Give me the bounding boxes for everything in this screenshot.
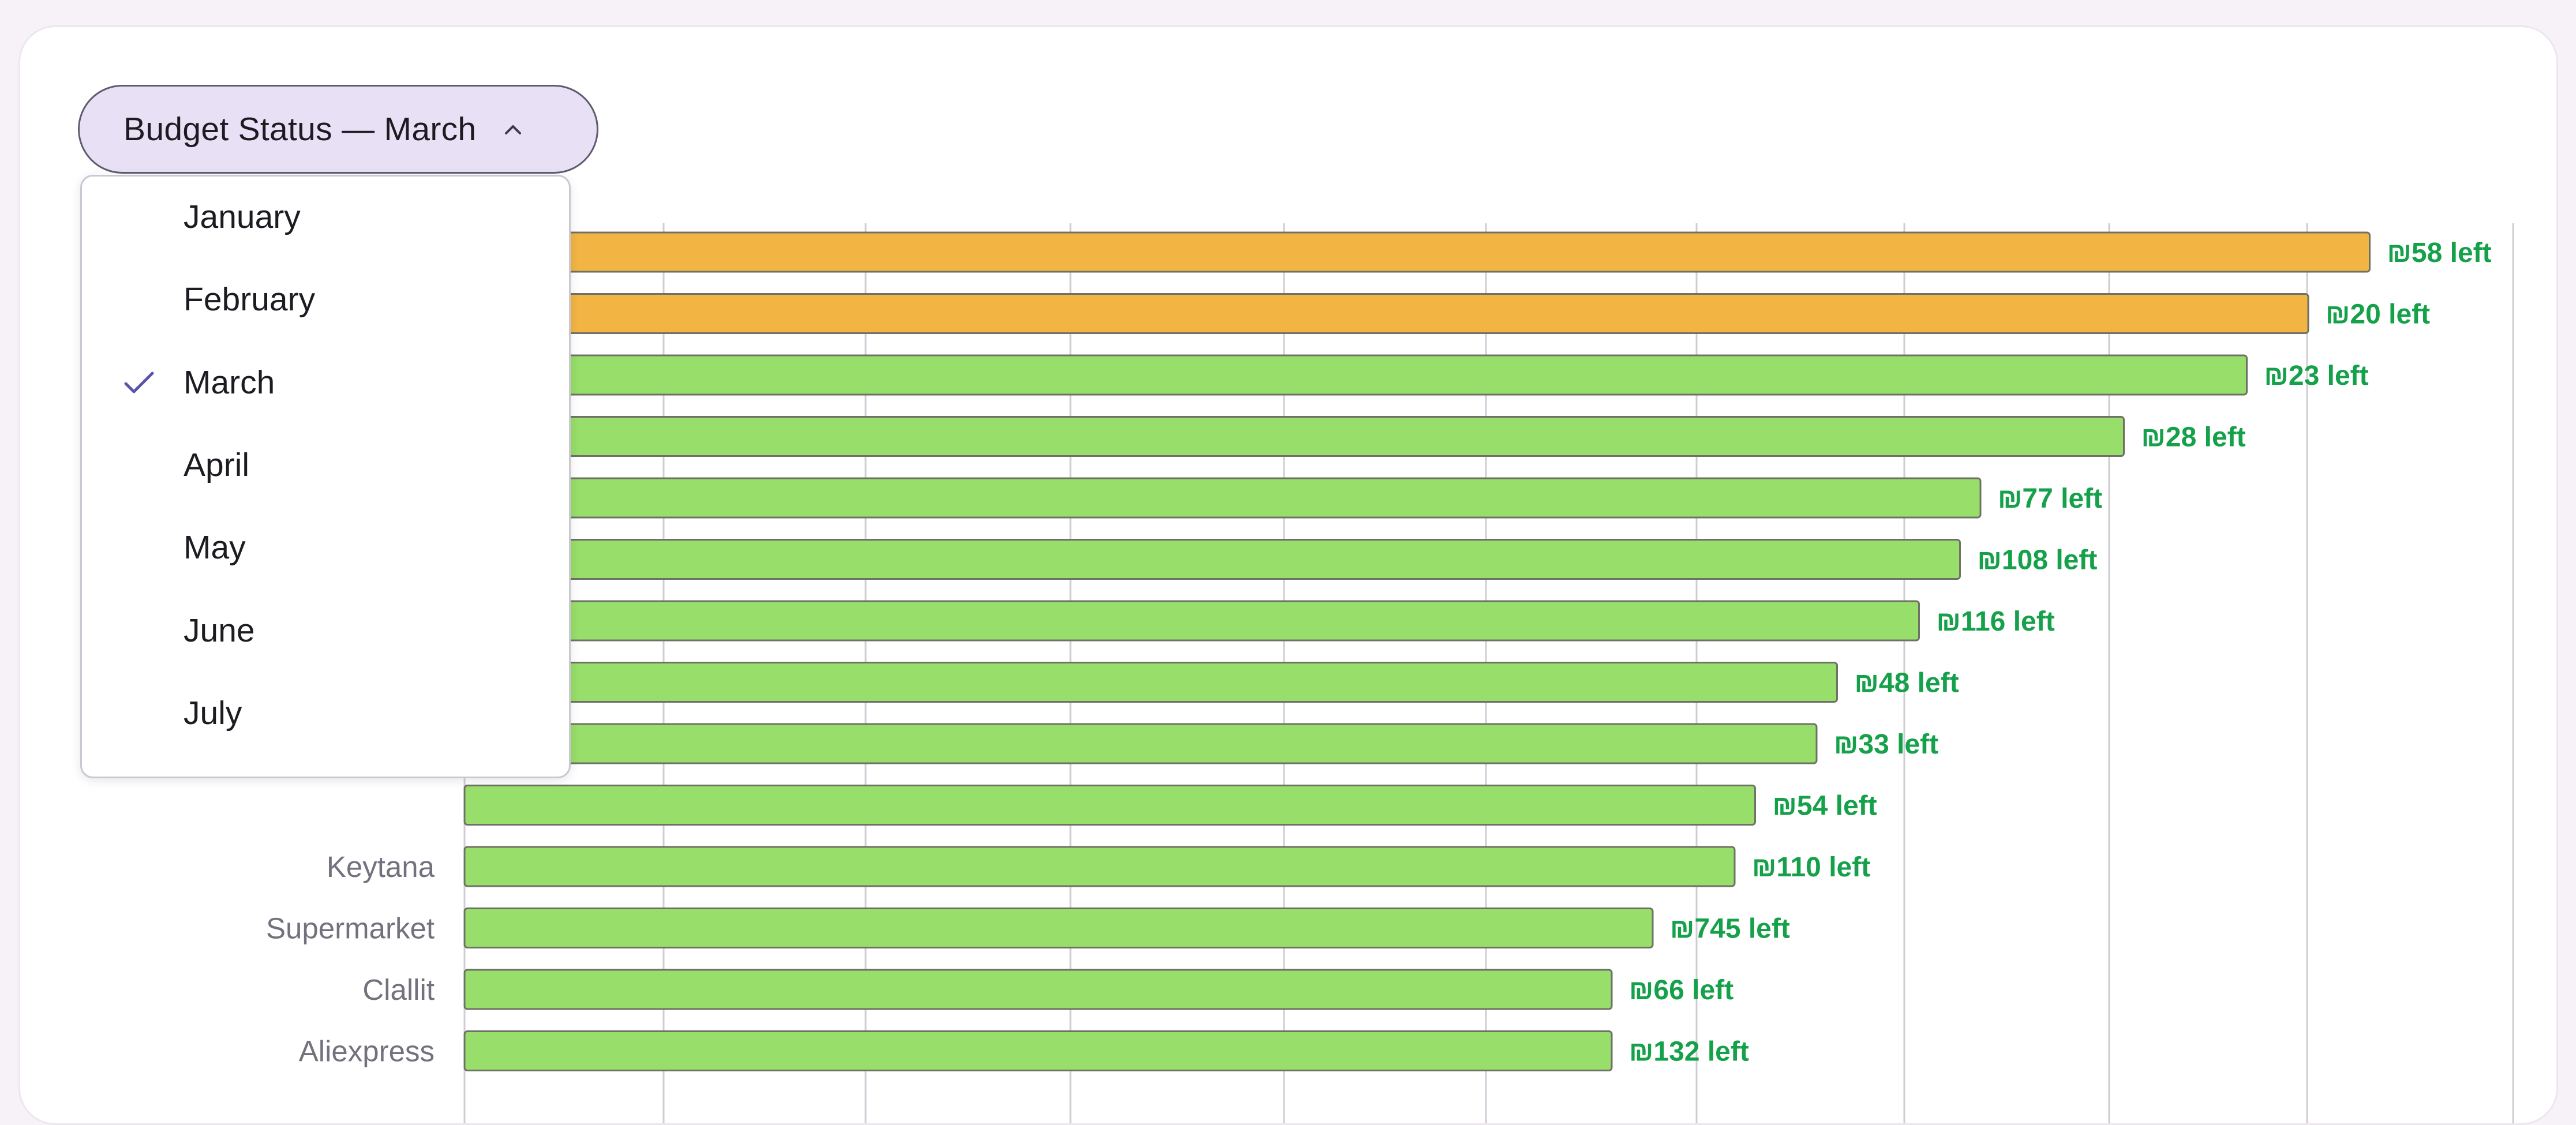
budget-bar[interactable]: [463, 416, 2125, 457]
checkmark-icon: [124, 372, 154, 393]
budget-bar[interactable]: [463, 785, 1756, 826]
month-option-march[interactable]: March: [82, 342, 569, 423]
month-dropdown-menu: January February March April May June July: [80, 175, 571, 778]
remaining-label: ₪132 left: [1629, 1037, 1749, 1067]
category-label: Keytana: [327, 850, 435, 883]
month-dropdown-label: Budget Status — March: [123, 111, 477, 148]
month-option-may[interactable]: May: [82, 507, 569, 588]
remaining-label: ₪108 left: [1978, 545, 2098, 576]
budget-bar[interactable]: [463, 969, 1613, 1010]
budget-bar[interactable]: [463, 293, 2309, 334]
category-label: Clallit: [362, 973, 435, 1006]
chart-bars: [463, 231, 2371, 1071]
category-label: Supermarket: [266, 912, 435, 945]
remaining-label: ₪54 left: [1773, 791, 1877, 822]
budget-bar[interactable]: [463, 1030, 1613, 1071]
month-option-label: June: [184, 612, 255, 649]
month-option-label: January: [184, 198, 301, 235]
remaining-label: ₪66 left: [1629, 975, 1733, 1006]
category-label: Aliexpress: [299, 1035, 435, 1068]
budget-bar[interactable]: [463, 846, 1736, 887]
month-option-label: April: [184, 446, 250, 483]
remaining-label: ₪116 left: [1937, 606, 2055, 637]
month-option-april[interactable]: April: [82, 425, 569, 505]
remaining-label: ₪23 left: [2264, 361, 2369, 391]
month-option-label: July: [184, 694, 242, 732]
budget-bar-chart: ₪58 left ₪20 left ₪23 left ₪28 left ₪77 left…: [266, 223, 2514, 1123]
chart-labels: ₪58 left ₪20 left ₪23 left ₪28 left ₪77 left…: [266, 238, 2492, 1068]
month-option-july[interactable]: July: [82, 673, 569, 753]
remaining-label: ₪745 left: [1670, 914, 1790, 944]
budget-bar[interactable]: [463, 600, 1920, 642]
month-option-february[interactable]: February: [82, 259, 569, 340]
month-option-label: February: [184, 281, 316, 318]
budget-status-card: ₪58 left ₪20 left ₪23 left ₪28 left ₪77 left…: [18, 25, 2558, 1125]
budget-bar[interactable]: [463, 354, 2248, 396]
remaining-label: ₪20 left: [2326, 299, 2430, 330]
budget-bar[interactable]: [463, 907, 1654, 948]
month-option-label: May: [184, 529, 246, 567]
budget-bar[interactable]: [463, 662, 1838, 703]
month-dropdown-button[interactable]: Budget Status — March: [78, 85, 598, 174]
month-option-label: March: [184, 363, 275, 401]
remaining-label: ₪33 left: [1834, 729, 1938, 760]
remaining-label: ₪77 left: [1998, 483, 2102, 514]
month-option-june[interactable]: June: [82, 590, 569, 671]
remaining-label: ₪28 left: [2141, 422, 2246, 453]
budget-bar[interactable]: [463, 539, 1961, 580]
budget-bar[interactable]: [463, 231, 2371, 273]
chevron-up-icon: [505, 125, 522, 134]
budget-bar[interactable]: [463, 723, 1818, 764]
budget-bar[interactable]: [463, 477, 1982, 519]
month-option-january[interactable]: January: [82, 177, 569, 257]
remaining-label: ₪58 left: [2387, 238, 2492, 268]
remaining-label: ₪110 left: [1752, 852, 1870, 883]
remaining-label: ₪48 left: [1855, 668, 1959, 699]
